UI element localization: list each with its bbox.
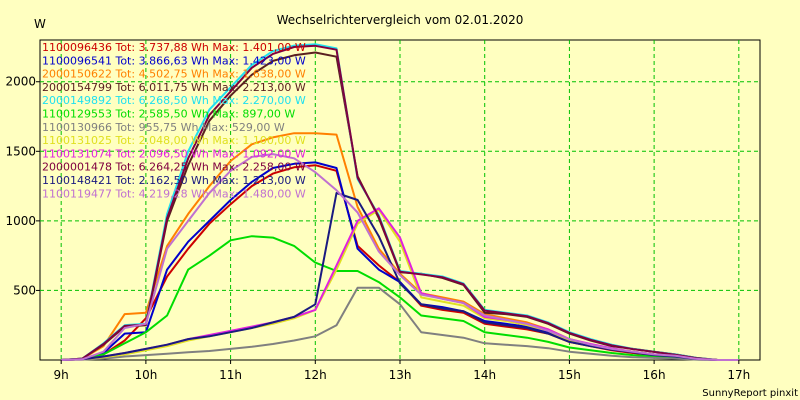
axis-ticks: 9h 10h 11h 12h 13h 14h 15h 16h 17h 500 1000 1500 200… (5, 75, 750, 382)
x-tick-label: 14h (473, 368, 496, 382)
legend: 1100096436 Tot: 3.737,88 Wh Max: 1.401,0… (42, 41, 306, 200)
y-tick-label: 500 (13, 283, 36, 297)
legend-entry-1100131074: 1100131074 Tot: 2.096,50 Wh Max: 1.092,0… (42, 147, 306, 160)
legend-entry-1100130966: 1100130966 Tot: 955,75 Wh Max: 529,00 W (42, 121, 285, 134)
grid-lines (40, 40, 760, 360)
series-line-1100130966 (61, 286, 739, 361)
series-lines (61, 43, 739, 361)
legend-entry-2000001478: 2000001478 Tot: 6.264,25 Wh Max: 2.258,0… (42, 161, 306, 174)
y-axis-label: W (34, 17, 46, 31)
legend-entry-1100131025: 1100131025 Tot: 2.048,00 Wh Max: 1.100,0… (42, 134, 306, 147)
y-tick-label: 2000 (5, 75, 36, 89)
series-line-1100119477 (61, 153, 739, 361)
x-tick-label: 10h (134, 368, 157, 382)
series-line-2000001478 (61, 44, 739, 361)
legend-entry-1100119477: 1100119477 Tot: 4.219,28 Wh Max: 1.480,0… (42, 187, 306, 200)
legend-entry-1100096541: 1100096541 Tot: 3.866,63 Wh Max: 1.423,0… (42, 54, 306, 67)
legend-entry-2000149892: 2000149892 Tot: 6.268,50 Wh Max: 2.270,0… (42, 94, 306, 107)
legend-entry-1100148421: 1100148421 Tot: 2.162,50 Wh Max: 1.213,0… (42, 174, 306, 187)
y-tick-label: 1000 (5, 214, 36, 228)
x-tick-label: 13h (389, 368, 412, 382)
x-tick-label: 12h (304, 368, 327, 382)
legend-entry-1100129553: 1100129553 Tot: 2.585,50 Wh Max: 897,00 … (42, 108, 295, 121)
series-line-1100129553 (61, 235, 739, 361)
y-tick-label: 1500 (5, 144, 36, 158)
x-tick-label: 17h (727, 368, 750, 382)
legend-entry-1100096436: 1100096436 Tot: 3.737,88 Wh Max: 1.401,0… (42, 41, 306, 54)
x-tick-label: 16h (643, 368, 666, 382)
x-tick-label: 15h (558, 368, 581, 382)
x-tick-label: 11h (219, 368, 242, 382)
legend-entry-2000150622: 2000150622 Tot: 4.502,75 Wh Max: 1.638,0… (42, 68, 306, 81)
footer-brand: SunnyReport pinxit (702, 388, 798, 399)
legend-entry-2000154799: 2000154799 Tot: 6.011,75 Wh Max: 2.213,0… (42, 81, 306, 94)
x-tick-label: 9h (54, 368, 69, 382)
chart-title: Wechselrichtervergleich vom 02.01.2020 (277, 13, 524, 27)
